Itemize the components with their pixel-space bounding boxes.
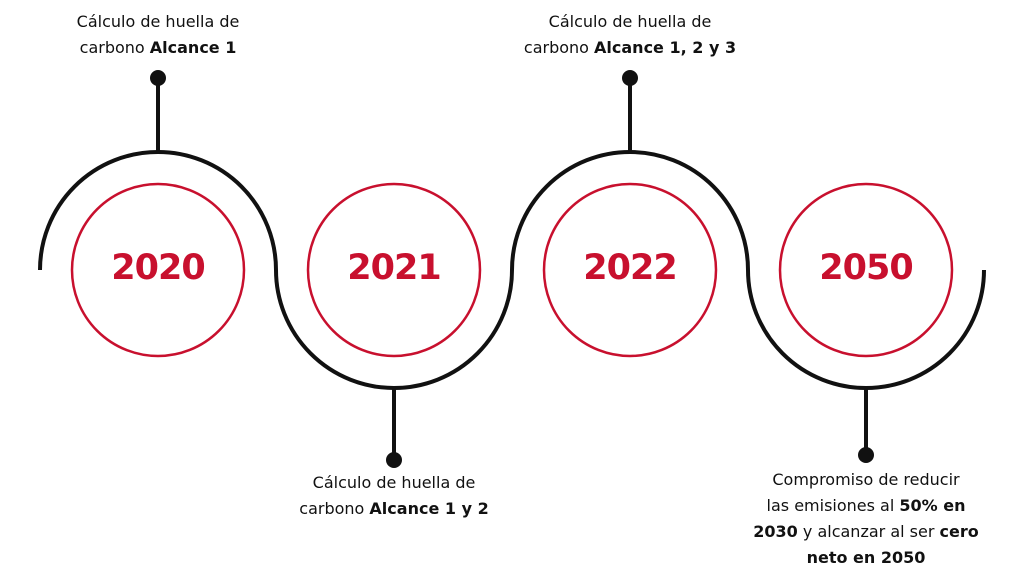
year-circle-2022 — [542, 182, 718, 358]
caption-2050-line-2: las emisiones al 50% en — [766, 496, 966, 515]
caption-2020: Cálculo de huella de carbono Alcance 1 — [38, 9, 278, 61]
connector-dot-2020 — [150, 70, 166, 86]
caption-2020-line-2: carbono Alcance 1 — [79, 38, 237, 57]
year-label-2022: 2022 — [583, 248, 677, 288]
year-circle-2021 — [306, 182, 482, 358]
timeline-wave-path — [38, 150, 986, 390]
caption-2050-line-3: 2030 y alcanzar al ser cero — [753, 522, 979, 541]
connector-dot-2050 — [858, 447, 874, 463]
caption-2050-line-1: Compromiso de reducir — [772, 470, 960, 489]
caption-2021-line-1: Cálculo de huella de — [312, 473, 476, 492]
connector-dot-2021 — [386, 452, 402, 468]
caption-2050: Compromiso de reducir las emisiones al 5… — [730, 467, 1002, 571]
year-circle-2020 — [70, 182, 246, 358]
caption-2022: Cálculo de huella de carbono Alcance 1, … — [484, 9, 776, 61]
year-label-2021: 2021 — [347, 248, 441, 288]
year-label-2020: 2020 — [111, 248, 205, 288]
caption-2050-line-4: neto en 2050 — [806, 548, 926, 567]
caption-2022-line-1: Cálculo de huella de — [548, 12, 712, 31]
caption-2021: Cálculo de huella de carbono Alcance 1 y… — [272, 470, 516, 522]
caption-2022-line-2: carbono Alcance 1, 2 y 3 — [523, 38, 737, 57]
year-label-2050: 2050 — [819, 248, 913, 288]
caption-2021-line-2: carbono Alcance 1 y 2 — [299, 499, 489, 518]
caption-2020-line-1: Cálculo de huella de — [76, 12, 240, 31]
year-circle-2050 — [778, 182, 954, 358]
connector-dot-2022 — [622, 70, 638, 86]
